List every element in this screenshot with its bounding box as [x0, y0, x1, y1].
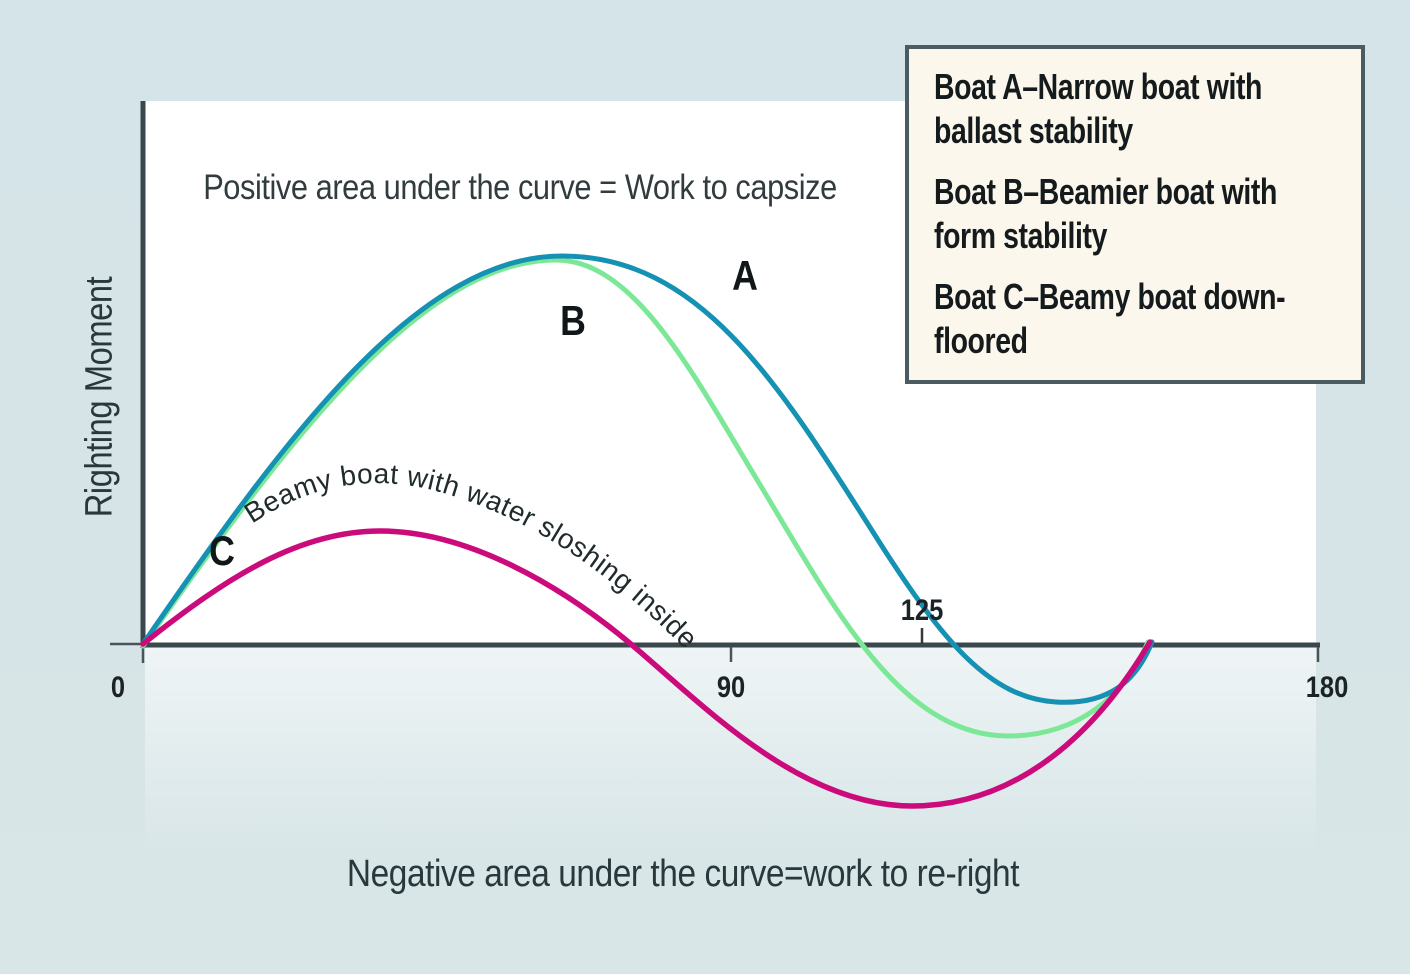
legend-item-boat-c: Boat C–Beamy boat down- floored [934, 275, 1361, 363]
curve-c-beamy-boat [140, 528, 1153, 809]
curve-c-annotation-text: Beamy boat with water sloshing inside [239, 458, 704, 654]
curve-a-letter: A [732, 253, 758, 299]
x-tick-label-180: 180 [1306, 670, 1349, 703]
curve-c-annotation-textpath: Beamy boat with water sloshing inside [239, 458, 704, 654]
legend-boat-c-line1: Boat C–Beamy boat down- [934, 276, 1286, 317]
curve-c-letter: C [209, 528, 235, 574]
legend-item-boat-a: Boat A–Narrow boat with ballast stabilit… [934, 65, 1361, 153]
legend-boat-a-line2: ballast stability [934, 110, 1133, 151]
legend-boat-b-line1: Boat B–Beamier boat with [934, 171, 1277, 212]
curve-b-letter: B [560, 298, 586, 344]
legend-boat-b-line2: form stability [934, 215, 1108, 256]
legend-item-boat-b: Boat B–Beamier boat with form stability [934, 170, 1361, 258]
curve-b-beamier-boat [140, 257, 1151, 739]
legend-boat-c-line2: floored [934, 320, 1028, 361]
negative-area-caption: Negative area under the curve=work to re… [346, 853, 1020, 895]
x-tick-label-90: 90 [717, 670, 745, 703]
chart-title: Positive area under the curve = Work to … [203, 168, 837, 207]
x-tick-label-0: 0 [111, 670, 125, 703]
legend-boat-a-line1: Boat A–Narrow boat with [934, 66, 1263, 107]
x-marker-label-125: 125 [901, 593, 944, 626]
curve-a-narrow-boat [140, 253, 1155, 705]
legend-box: Boat A–Narrow boat with ballast stabilit… [905, 45, 1365, 384]
y-axis-label: Righting Moment [78, 276, 121, 518]
